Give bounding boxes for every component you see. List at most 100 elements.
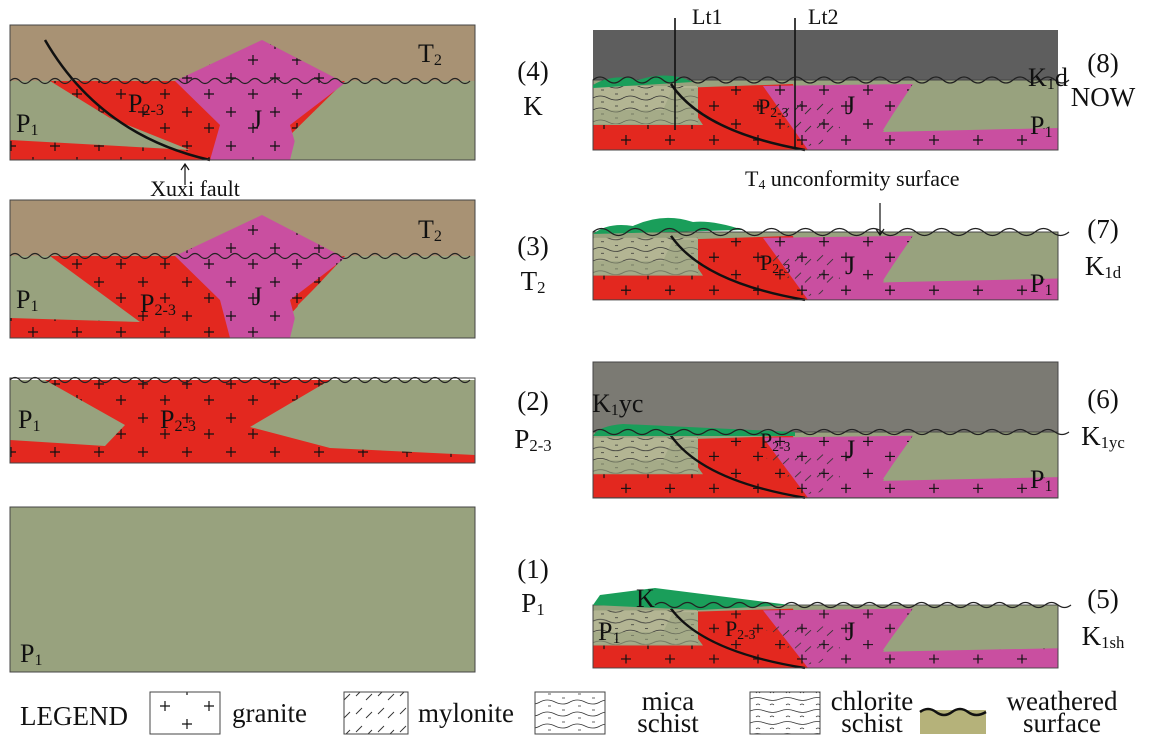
text-part: 1 <box>1044 124 1052 141</box>
label: LEGEND <box>20 701 128 731</box>
label: Lt2 <box>808 4 839 29</box>
text-part: K <box>636 584 655 613</box>
label: (2) <box>517 386 548 416</box>
label: J <box>845 251 855 280</box>
text-part: 2-3 <box>154 302 175 319</box>
label: P1 <box>521 588 544 619</box>
text-part: K <box>1081 421 1101 451</box>
label: J <box>845 435 855 464</box>
text-part: J <box>252 282 262 311</box>
text-part: 2 <box>434 228 442 245</box>
label: Lt1 <box>692 4 723 29</box>
text-part: P <box>140 289 154 318</box>
label: (7) <box>1087 214 1118 244</box>
label: K <box>636 584 655 613</box>
text-part: K <box>1082 621 1102 651</box>
label: J <box>845 617 855 646</box>
text-part: P <box>128 89 142 118</box>
label: granite <box>232 698 307 728</box>
text-part: 2-3 <box>772 261 790 276</box>
text-part: J <box>845 251 855 280</box>
text-part: P <box>18 405 32 434</box>
text-part: K <box>1085 251 1105 281</box>
text-part: P <box>1030 269 1044 298</box>
label: (4) <box>517 56 548 86</box>
text-part: P <box>16 285 30 314</box>
text-part: NOW <box>1071 82 1136 112</box>
label: Xuxi fault <box>150 176 240 201</box>
label: (1) <box>517 554 548 584</box>
text-part: 2-3 <box>529 436 551 455</box>
panel-7 <box>593 203 1058 300</box>
text-part: 1 <box>1047 76 1055 93</box>
text-part: 2-3 <box>737 627 755 642</box>
text-part: P <box>1030 465 1044 494</box>
label: (6) <box>1087 384 1118 414</box>
panel-3 <box>10 200 475 338</box>
text-part: 1sh <box>1101 633 1125 652</box>
label: surface <box>1023 708 1101 737</box>
text-part: 1 <box>30 122 38 139</box>
text-part: 2 <box>537 278 545 297</box>
text-part: P <box>758 94 770 119</box>
text-part: 1yc <box>1101 433 1125 452</box>
text-part: P <box>20 639 34 668</box>
label: K1yc <box>1081 421 1125 452</box>
text-part: 2 <box>434 52 442 69</box>
label: K <box>523 91 543 121</box>
text-part: P <box>598 617 612 646</box>
text-part: K <box>592 389 611 418</box>
label: T4 unconformity surface <box>745 166 960 192</box>
text-part: P <box>160 405 174 434</box>
text-part: T <box>521 266 538 296</box>
label: J <box>252 105 262 134</box>
text-part: 2-3 <box>770 105 788 120</box>
text-part: 1 <box>32 418 40 435</box>
text-part: T <box>418 39 434 68</box>
label: NOW <box>1071 82 1136 112</box>
text-part: 1d <box>1104 263 1121 282</box>
label: P2-3 <box>514 424 551 455</box>
text-part: P <box>1030 111 1044 140</box>
text-part: P <box>725 616 737 641</box>
text-part: J <box>845 435 855 464</box>
text-part: 1 <box>1044 478 1052 495</box>
text-part: J <box>252 105 262 134</box>
text-part: P <box>760 250 772 275</box>
label: (5) <box>1087 584 1118 614</box>
text-part: 1 <box>611 402 619 419</box>
panel-2 <box>10 378 475 463</box>
text-part: J <box>845 91 855 120</box>
text-part: 2-3 <box>174 418 195 435</box>
panel-1 <box>10 507 475 672</box>
label: J <box>845 91 855 120</box>
text-part: K <box>523 91 543 121</box>
text-part: P <box>760 428 772 453</box>
text-part: P <box>16 109 30 138</box>
label: (8) <box>1087 48 1118 78</box>
text-part: K <box>1028 63 1047 92</box>
text-part: 1 <box>1044 282 1052 299</box>
label: schist <box>637 708 699 737</box>
panel-5 <box>593 588 1058 668</box>
text-part: P <box>514 424 529 454</box>
text-part: P <box>521 588 536 618</box>
label: K1d <box>1085 251 1122 282</box>
panel-4 <box>10 25 475 185</box>
label: K1sh <box>1082 621 1125 652</box>
text-part: 2-3 <box>772 439 790 454</box>
label: (3) <box>517 231 548 261</box>
text-part: yc <box>619 389 644 418</box>
text-part: d <box>1055 63 1068 92</box>
panel-8 <box>593 18 1058 150</box>
text-part: unconformity surface <box>765 166 959 191</box>
text-part: J <box>845 617 855 646</box>
text-part: 1 <box>34 652 42 669</box>
text-part: T <box>745 166 759 191</box>
label: mylonite <box>418 698 514 728</box>
text-part: 1 <box>612 630 620 647</box>
label: J <box>252 282 262 311</box>
diagram: (1)P1P1(2)P2-3P1P2-3(3)T2T2P1P2-3J(4)KT2… <box>0 0 1155 737</box>
text-part: 2-3 <box>142 102 163 119</box>
text-part: 1 <box>30 298 38 315</box>
